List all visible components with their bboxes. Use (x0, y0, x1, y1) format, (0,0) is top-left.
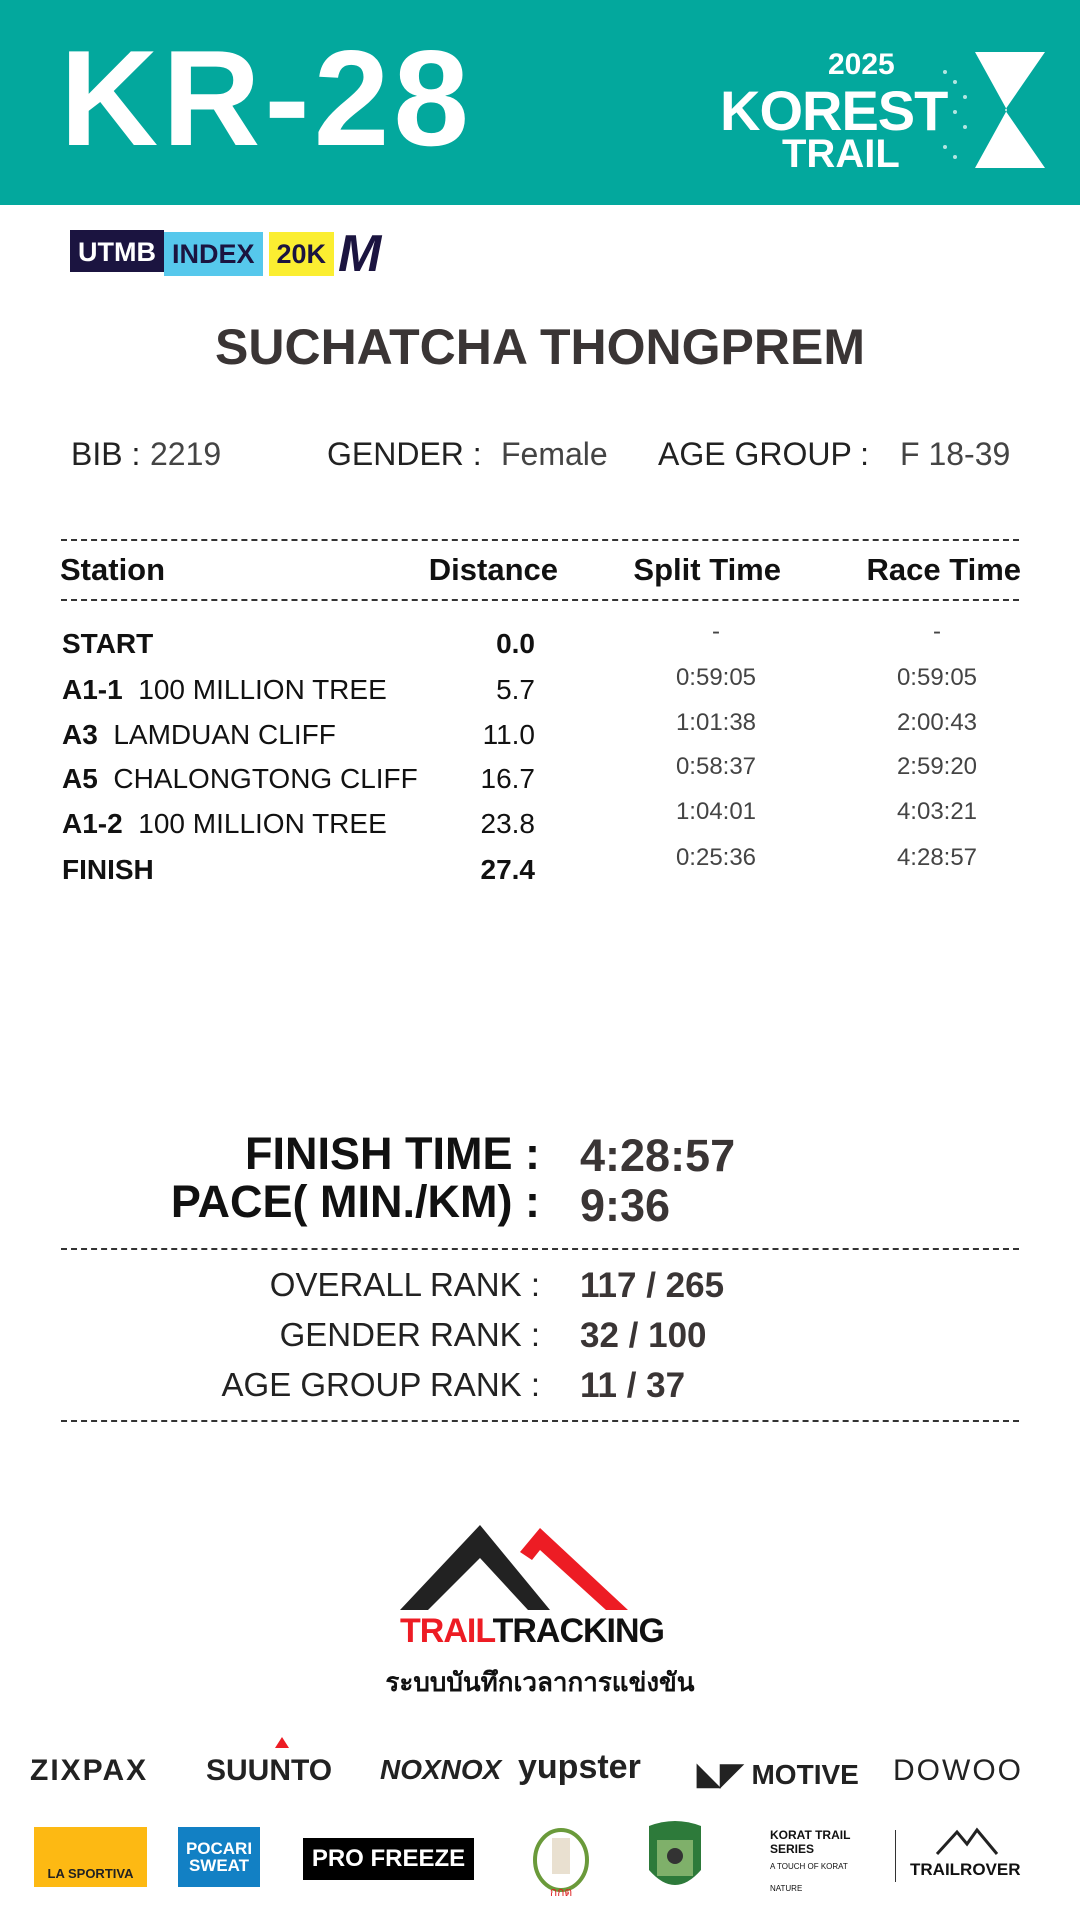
age-group-label: AGE GROUP : (658, 436, 870, 472)
table-row-distance: 5.7 (496, 674, 535, 705)
station-code: A3 (62, 719, 98, 750)
race-code: KR-28 (60, 22, 473, 174)
sponsor-korat-trail-series: KORAT TRAIL SERIES A TOUCH OF KORAT NATUR… (770, 1828, 880, 1900)
age-group-value: F 18-39 (900, 436, 1011, 472)
table-row-distance: 16.7 (480, 763, 536, 794)
overall-rank-label: OVERALL RANK : (269, 1266, 540, 1303)
table-row-split-time: 1:04:01 (675, 798, 757, 825)
table-row-station: FINISH (62, 854, 162, 886)
overall-rank-value: 117 / 265 (580, 1266, 725, 1305)
table-row-race-time: 2:59:20 (896, 753, 978, 780)
station-code: FINISH (62, 854, 154, 885)
trailtracking-brand: TRAILTRACKING (400, 1612, 665, 1651)
gender-label: GENDER : (327, 436, 482, 472)
sponsor-trailrover: TRAILROVER (910, 1860, 1021, 1879)
station-code: A1-1 (62, 674, 123, 705)
header-race-time: Race Time (866, 552, 1021, 587)
header-distance: Distance (428, 552, 558, 587)
utmb-index-badge: UTMB INDEX 20K M (70, 228, 385, 280)
table-row-split-time: 0:59:05 (675, 664, 757, 691)
station-code: START (62, 628, 154, 659)
government-emblem-icon: กกต (533, 1828, 589, 1898)
sponsor-suunto: SUUNTO (206, 1754, 333, 1787)
suunto-triangle-icon (275, 1737, 289, 1748)
sponsor-divider (895, 1830, 896, 1882)
index-label: INDEX (163, 232, 263, 276)
gender-rank-label: GENDER RANK : (279, 1316, 540, 1353)
sponsor-pro-freeze: PRO FREEZE (303, 1838, 474, 1880)
table-row-station: START (62, 628, 161, 660)
logo-year: 2025 (828, 48, 895, 81)
table-row-distance: 27.4 (480, 854, 536, 885)
sponsor-la-sportiva: LA SPORTIVA (34, 1827, 147, 1887)
station-name: LAMDUAN CLIFF (113, 719, 336, 750)
finish-time-label: FINISH TIME : (245, 1128, 540, 1179)
sponsor-motive: ◣◤ MOTIVE (697, 1758, 859, 1791)
table-row-station: A1-1 100 MILLION TREE (62, 674, 387, 706)
table-row-distance: 23.8 (480, 808, 536, 839)
table-row-race-time: - (933, 618, 941, 645)
gender-value: Female (501, 436, 608, 472)
brand-black-text: TRACKING (492, 1612, 665, 1650)
korat-text: KORAT TRAIL SERIES (770, 1828, 851, 1856)
sponsor-yupster: yupster (518, 1748, 641, 1786)
header-split-time: Split Time (633, 552, 781, 587)
station-name: 100 MILLION TREE (138, 674, 387, 705)
x-mark-icon (943, 52, 1045, 168)
table-row-distance: 0.0 (496, 628, 535, 659)
size-label: M (338, 225, 382, 283)
trailrover-mountain-icon (935, 1827, 999, 1856)
age-group-rank-label: AGE GROUP RANK : (221, 1366, 540, 1403)
table-row-split-time: - (712, 618, 720, 645)
logo-name: KOREST (720, 79, 948, 142)
table-row-distance: 11.0 (482, 719, 535, 750)
sponsor-noxnox: NOXNOX (380, 1754, 502, 1785)
header-banner (0, 0, 1080, 205)
station-code: A5 (62, 763, 98, 794)
pace-label: PACE( MIN./KM) : (170, 1176, 540, 1227)
svg-text:กกต: กกต (550, 1885, 572, 1898)
motive-text: MOTIVE (751, 1759, 859, 1790)
station-code: A1-2 (62, 808, 123, 839)
station-name: 100 MILLION TREE (138, 808, 387, 839)
bib-label: BIB : (71, 436, 141, 472)
table-row-race-time: 4:03:21 (896, 798, 978, 825)
sponsor-pocari-sweat: POCARI SWEAT (178, 1827, 260, 1887)
table-row-split-time: 1:01:38 (675, 709, 757, 736)
korest-trail-logo: 2025 KOREST TRAIL (720, 48, 1045, 176)
header-station: Station (60, 552, 166, 587)
table-row-station: A5 CHALONGTONG CLIFF (62, 763, 418, 795)
divider (61, 599, 1019, 601)
table-row-split-time: 0:58:37 (675, 753, 757, 780)
gender-rank-value: 32 / 100 (580, 1316, 707, 1355)
logo-sub: TRAIL (782, 132, 900, 176)
table-row-station: A1-2 100 MILLION TREE (62, 808, 387, 840)
sponsor-zixpax: ZIXPAX (30, 1754, 149, 1787)
pace-value: 9:36 (580, 1180, 671, 1231)
utmb-label: UTMB (70, 230, 164, 272)
table-row-race-time: 0:59:05 (896, 664, 978, 691)
divider (61, 539, 1019, 541)
divider (61, 1248, 1019, 1250)
category-label: 20K (268, 232, 335, 276)
brand-red-text: TRAIL (400, 1612, 494, 1650)
table-row-race-time: 2:00:43 (896, 709, 978, 736)
sponsor-dowoo: DOWOO (893, 1754, 1023, 1787)
trailtracking-tagline: ระบบบันทึกเวลาการแข่งขัน (385, 1667, 695, 1697)
runner-name: SUCHATCHA THONGPREM (215, 319, 865, 375)
wildlife-sanctuary-emblem-icon (649, 1821, 701, 1885)
table-row-split-time: 0:25:36 (675, 844, 757, 871)
age-group-rank-value: 11 / 37 (580, 1366, 686, 1405)
table-row-station: A3 LAMDUAN CLIFF (62, 719, 336, 751)
bib-value: 2219 (150, 436, 222, 472)
korat-tagline: A TOUCH OF KORAT NATURE (770, 1862, 848, 1893)
table-row-race-time: 4:28:57 (896, 844, 978, 871)
station-name: CHALONGTONG CLIFF (113, 763, 418, 794)
trailtracking-mountain-icon (400, 1525, 628, 1610)
finish-time-value: 4:28:57 (580, 1130, 736, 1181)
divider (61, 1420, 1019, 1422)
